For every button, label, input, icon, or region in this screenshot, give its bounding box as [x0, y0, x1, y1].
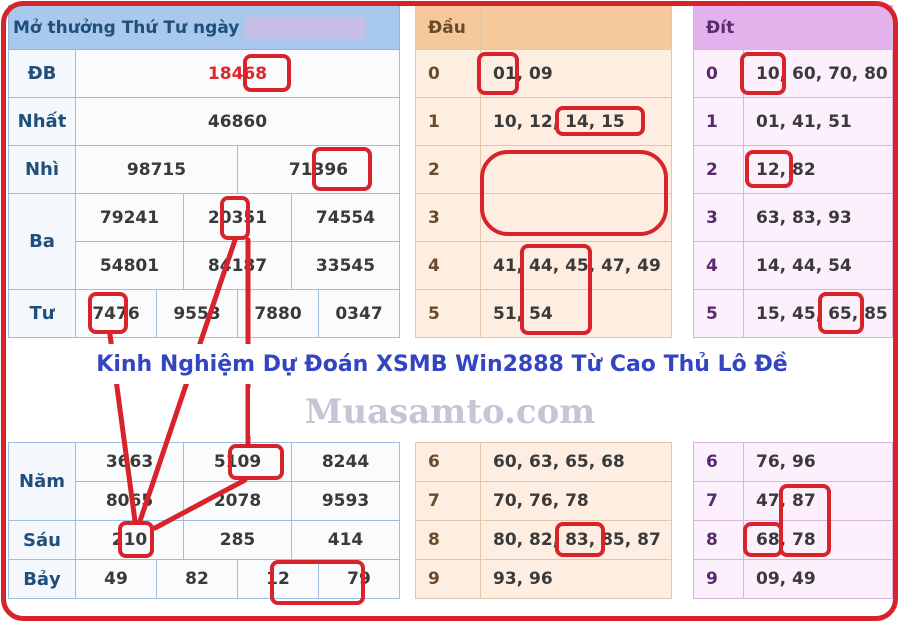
digit-label: 9 [415, 559, 481, 599]
annotation-box [745, 150, 793, 188]
row-nam-2: 8065 2078 9593 [9, 481, 400, 521]
prize-label: Sáu [8, 520, 76, 560]
row-nhat: Nhất 46860 [8, 97, 400, 146]
number-list: 41, 44, 45, 47, 49 [480, 241, 672, 290]
dit-row: 9 09, 49 [693, 559, 893, 599]
row-db: ĐB 18468 [8, 49, 400, 98]
annotation-box [312, 147, 372, 191]
prize-value: 8244 [291, 442, 400, 482]
digit-label: 1 [693, 97, 744, 146]
header-blank [480, 5, 672, 50]
annotation-box [480, 150, 668, 236]
prize-value: 46860 [75, 97, 400, 146]
blurred-date [245, 16, 366, 39]
number-list: 01, 41, 51 [743, 97, 893, 146]
prize-label: Nhất [8, 97, 76, 146]
annotation-box [118, 521, 154, 558]
prize-value: 285 [183, 520, 292, 560]
number-list: 60, 63, 65, 68 [480, 442, 672, 482]
annotation-box [740, 52, 786, 95]
digit-label: 5 [415, 289, 481, 338]
digit-label: 3 [693, 193, 744, 242]
results-table: Mở thưởng Thứ Tư ngày ĐB 18468 Nhất 46860 … [8, 5, 400, 338]
number-list: 09, 49 [743, 559, 893, 599]
dit-row: 0 10, 60, 70, 80 [693, 49, 893, 98]
annotation-box [555, 522, 605, 557]
prize-label: Tư [8, 289, 76, 338]
prize-value: 0347 [318, 289, 400, 338]
digit-label: 7 [415, 481, 481, 521]
number-list: 14, 44, 54 [743, 241, 893, 290]
prize-label: Ba [8, 193, 76, 290]
annotation-box [555, 106, 645, 136]
annotation-box [270, 560, 365, 605]
prize-value: 20351 [183, 193, 292, 242]
prize-value: 414 [291, 520, 400, 560]
dit-row: 1 01, 41, 51 [693, 97, 893, 146]
dit-row: 3 63, 83, 93 [693, 193, 893, 242]
banner-title: Kinh Nghiệm Dự Đoán XSMB Win2888 Từ Cao … [66, 344, 818, 384]
annotation-box [228, 444, 284, 480]
dau-row: 9 93, 96 [415, 559, 672, 599]
prize-value: 82 [156, 559, 238, 599]
prize-value: 74554 [291, 193, 400, 242]
digit-label: 2 [415, 145, 481, 194]
digit-label: 5 [693, 289, 744, 338]
digit-label: 1 [415, 97, 481, 146]
prize-value: 7880 [237, 289, 319, 338]
number-list: 63, 83, 93 [743, 193, 893, 242]
annotation-box [88, 292, 128, 334]
dit-row: 6 76, 96 [693, 442, 893, 482]
title-text: Mở thưởng Thứ Tư ngày [13, 17, 240, 38]
row-bay: Bảy 49 82 12 79 [8, 559, 400, 599]
dau-header: Đầu [415, 5, 481, 50]
prize-label: Năm [8, 442, 76, 521]
annotation-line [152, 477, 248, 531]
prize-value: 18468 [75, 49, 400, 98]
annotation-box [220, 196, 250, 240]
digit-label: 0 [415, 49, 481, 98]
number-list: 76, 96 [743, 442, 893, 482]
prize-value: 98715 [75, 145, 238, 194]
digit-label: 6 [415, 442, 481, 482]
annotation-box [779, 484, 831, 557]
digit-label: 3 [415, 193, 481, 242]
annotation-box [743, 522, 783, 557]
annotation-box [818, 292, 864, 334]
annotation-box [243, 54, 291, 92]
dau-row: 4 41, 44, 45, 47, 49 [415, 241, 672, 290]
number-list: 51, 54 [480, 289, 672, 338]
dit-header: Đít [693, 5, 744, 50]
dau-row: 5 51, 54 [415, 289, 672, 338]
prize-value: 54801 [75, 241, 184, 290]
dit-table-lower: 6 76, 96 7 47, 87 8 68, 78 9 09, 49 [693, 442, 893, 599]
row-tu: Tư 7476 9553 7880 0347 [8, 289, 400, 338]
dit-table: Đít 0 10, 60, 70, 80 1 01, 41, 51 2 12, 82 3 63… [693, 5, 893, 338]
results-title: Mở thưởng Thứ Tư ngày [8, 5, 400, 50]
dau-row: 6 60, 63, 65, 68 [415, 442, 672, 482]
prize-value: 9553 [156, 289, 238, 338]
dit-row: 5 15, 45, 65, 85 [693, 289, 893, 338]
digit-label: 4 [415, 241, 481, 290]
header-blank [743, 5, 893, 50]
prize-label: Nhì [8, 145, 76, 194]
dau-table-lower: 6 60, 63, 65, 68 7 70, 76, 78 8 80, 82, 83, 8… [415, 442, 672, 599]
annotation-box [520, 244, 592, 335]
row-sau: Sáu 210 285 414 [8, 520, 400, 560]
annotation-box [477, 52, 519, 95]
prize-label: Bảy [8, 559, 76, 599]
watermark: Muasamto.com [250, 388, 650, 436]
digit-label: 9 [693, 559, 744, 599]
number-list: 93, 96 [480, 559, 672, 599]
results-table-lower: Năm 3663 5109 8244 8065 2078 9593 Sáu 210 285 41… [8, 442, 400, 599]
